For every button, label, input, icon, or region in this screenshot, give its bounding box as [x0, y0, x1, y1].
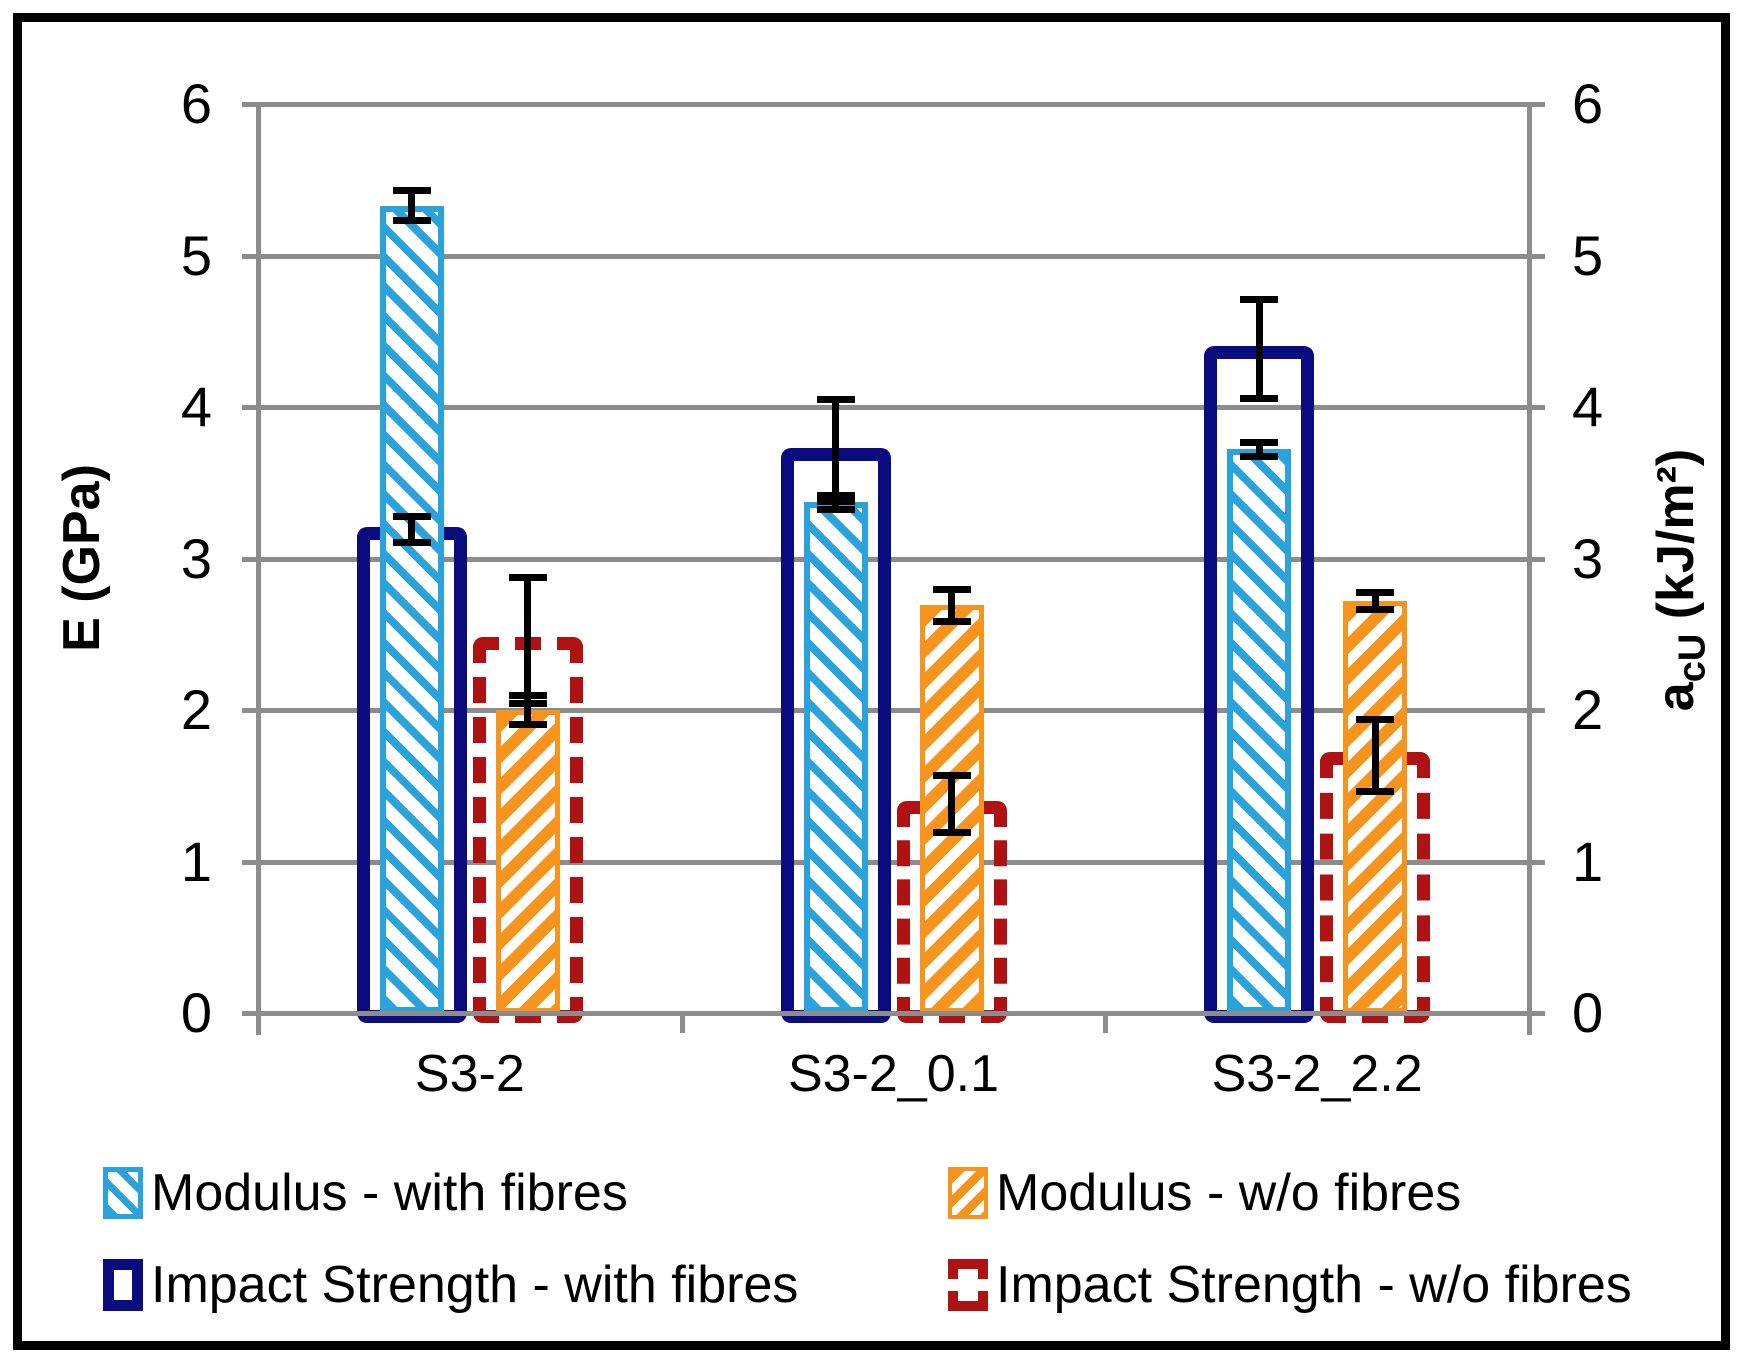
gridline-y3 — [258, 556, 1529, 562]
right-axis-tick — [1529, 253, 1545, 259]
category-label: S3-2 — [414, 1045, 525, 1103]
error-bar-top-cap — [1356, 588, 1395, 596]
error-bar-bottom-cap — [1240, 452, 1279, 460]
category-label: S3-2_2.2 — [1211, 1045, 1423, 1103]
error-bar — [948, 775, 955, 833]
error-bar — [1371, 719, 1379, 792]
right-axis-tick-label: 5 — [1572, 223, 1604, 287]
bar-impact-strength-wo-fibres — [472, 637, 583, 1023]
x-axis-tick — [256, 1013, 261, 1033]
right-axis-tick — [1529, 556, 1545, 562]
left-axis-tick-label: 6 — [180, 72, 212, 135]
error-bar-top-cap — [816, 396, 855, 404]
gridline-y5 — [258, 253, 1529, 259]
right-axis-title-unit: (kJ/m²) — [1647, 448, 1705, 634]
right-axis-tick-label: 1 — [1572, 829, 1604, 893]
left-axis-title: E (GPa) — [52, 464, 112, 652]
bar-modulus-with-fibres — [379, 205, 444, 1013]
error-bar — [1371, 591, 1379, 610]
left-axis-tick-label: 3 — [180, 526, 212, 590]
left-axis-tick — [242, 102, 258, 107]
gridline-y4 — [258, 405, 1529, 410]
error-bar — [1255, 299, 1263, 400]
error-bar-bottom-cap — [1240, 395, 1279, 403]
bar-modulus-with-fibres — [803, 502, 868, 1013]
error-bar — [408, 516, 416, 544]
left-axis-tick-label: 4 — [180, 375, 212, 438]
bar-impact-strength-with-fibres — [1204, 346, 1315, 1023]
bar-modulus-wo-fibres — [495, 710, 560, 1013]
right-axis-tick — [1529, 859, 1545, 865]
right-axis-tick-label: 3 — [1572, 526, 1604, 590]
error-bar-top-cap — [932, 585, 971, 593]
right-axis-line — [1527, 104, 1532, 1035]
x-axis-tick — [1103, 1013, 1109, 1033]
left-axis-title-text: E (GPa) — [53, 464, 111, 652]
bar-modulus-wo-fibres — [1343, 600, 1408, 1013]
right-axis-tick — [1529, 708, 1545, 713]
chart-border — [13, 13, 1730, 1350]
error-bar — [948, 588, 955, 623]
right-axis-tick — [1529, 405, 1545, 410]
right-axis-tick-label: 2 — [1572, 678, 1604, 741]
error-bar-bottom-cap — [932, 618, 971, 626]
gridline-y2 — [258, 708, 1529, 713]
error-bar-bottom-cap — [392, 539, 431, 547]
right-axis-tick — [1529, 102, 1545, 107]
gridline-y6 — [258, 102, 1529, 107]
left-axis-tick — [242, 405, 258, 410]
left-axis-tick — [242, 556, 258, 562]
error-bar-bottom-cap — [508, 721, 547, 729]
error-bar-top-cap — [392, 187, 431, 195]
error-bar-bottom-cap — [1356, 606, 1395, 613]
error-bar-bottom-cap — [816, 506, 855, 514]
error-bar — [524, 576, 532, 704]
error-bar-bottom-cap — [816, 498, 855, 506]
right-axis-tick-label: 6 — [1572, 72, 1604, 135]
right-axis-tick-label: 4 — [1572, 375, 1604, 438]
left-axis-tick — [242, 253, 258, 259]
error-bar — [1255, 441, 1263, 457]
left-axis-tick-label: 2 — [180, 678, 212, 741]
error-bar-top-cap — [932, 772, 971, 780]
bar-modulus-with-fibres — [1227, 449, 1292, 1013]
error-bar-bottom-cap — [392, 216, 431, 224]
right-axis-tick-label: 0 — [1572, 981, 1604, 1044]
error-bar-bottom-cap — [1356, 787, 1395, 795]
left-axis-tick — [242, 708, 258, 713]
left-axis-tick-label: 0 — [180, 981, 212, 1044]
left-axis-tick-label: 1 — [180, 829, 212, 893]
error-bar — [408, 190, 416, 221]
error-bar — [524, 694, 532, 726]
error-bar-top-cap — [1240, 438, 1279, 446]
error-bar — [832, 399, 839, 503]
bar-impact-strength-with-fibres — [780, 447, 891, 1023]
x-axis-tick — [679, 1013, 685, 1033]
right-axis-title: acU (kJ/m²) — [1646, 448, 1713, 712]
category-label: S3-2_0.1 — [787, 1045, 999, 1103]
right-axis-title-subscript: cU — [1671, 633, 1714, 683]
x-axis-tick — [1527, 1013, 1532, 1033]
error-bar-top-cap — [1356, 716, 1395, 724]
error-bar-top-cap — [508, 573, 547, 581]
x-axis-line — [242, 1011, 1545, 1016]
right-axis-title-base: a — [1647, 682, 1705, 712]
error-bar-bottom-cap — [932, 828, 971, 836]
left-axis-tick-label: 5 — [180, 223, 212, 287]
gridline-y1 — [258, 859, 1529, 865]
error-bar-bottom-cap — [508, 699, 547, 707]
left-axis-line — [256, 104, 261, 1035]
error-bar-top-cap — [392, 513, 431, 521]
left-axis-tick — [242, 859, 258, 865]
error-bar-top-cap — [1240, 296, 1279, 304]
